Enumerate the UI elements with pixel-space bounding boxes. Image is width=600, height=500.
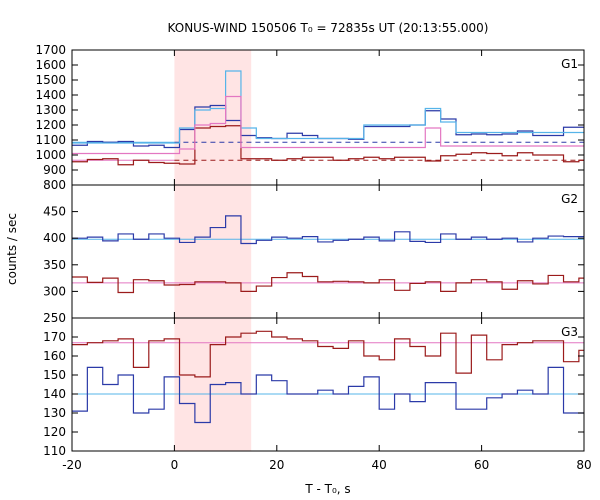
chart-title: KONUS-WIND 150506 T₀ = 72835s UT (20:13:… [168,21,489,35]
y-tick-label: 1000 [35,148,66,162]
y-tick-label: 110 [43,444,66,458]
panel-label-G2: G2 [561,192,578,206]
plot-layer: 80090010001100120013001400150016001700G1… [35,43,591,472]
panel-frame-G2 [71,184,585,319]
x-tick-label: 60 [474,458,489,472]
y-tick-label: 1400 [35,88,66,102]
series-light_blue-G1 [72,70,584,144]
x-tick-label: 80 [576,458,591,472]
y-tick-label: 1500 [35,73,66,87]
panel-label-G3: G3 [561,325,578,339]
y-tick-label: 130 [43,406,66,420]
series-pink-G1 [72,95,584,155]
y-tick-label: 160 [43,349,66,363]
panel-label-G1: G1 [561,57,578,71]
panel-frame-G1 [71,49,585,186]
y-tick-label: 1300 [35,103,66,117]
y-tick-label: 1100 [35,133,66,147]
y-tick-label: 140 [43,387,66,401]
x-tick-label: 40 [372,458,387,472]
y-axis-label: counts / sec [5,213,19,285]
highlight-interval [174,50,252,451]
x-tick-label: 20 [269,458,284,472]
y-tick-label: 120 [43,425,66,439]
x-tick-label: -20 [62,458,82,472]
y-tick-label: 350 [43,258,66,272]
x-tick-label: 0 [171,458,179,472]
x-axis-label: T - T₀, s [304,482,350,496]
y-tick-label: 800 [43,178,66,192]
y-tick-label: 1600 [35,58,66,72]
series-dark_red-G1 [72,125,584,166]
series-dark_blue-G3 [72,366,584,424]
series-dark_blue-G2 [72,215,584,245]
y-tick-label: 1200 [35,118,66,132]
series-dark_blue-G1 [72,104,584,149]
y-tick-label: 250 [43,311,66,325]
y-tick-label: 150 [43,368,66,382]
y-tick-label: 450 [43,205,66,219]
y-tick-label: 300 [43,284,66,298]
series-dark_red-G2 [72,272,584,294]
panel-frame-G3 [71,317,585,452]
y-tick-label: 900 [43,163,66,177]
y-tick-label: 170 [43,330,66,344]
y-tick-label: 1700 [35,43,66,57]
series-dark_red-G3 [72,330,584,378]
y-tick-label: 400 [43,231,66,245]
